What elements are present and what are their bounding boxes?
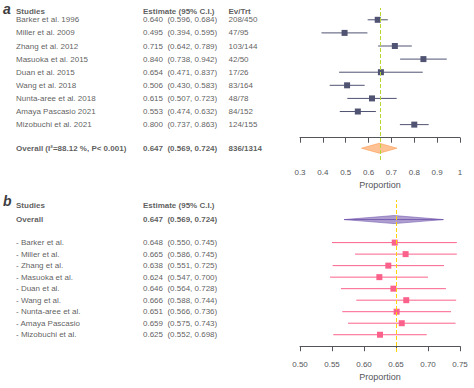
- svg-text:Barker et al. 1996: Barker et al. 1996: [16, 15, 80, 24]
- svg-text:Overall: Overall: [16, 215, 43, 224]
- svg-text:0.55: 0.55: [324, 360, 340, 369]
- svg-text:b: b: [3, 193, 12, 209]
- svg-text:48/78: 48/78: [229, 94, 250, 103]
- svg-text:0.647 (0.569, 0.724): 0.647 (0.569, 0.724): [143, 144, 218, 153]
- svg-text:836/1314: 836/1314: [229, 144, 263, 153]
- svg-text:Estimate (95% C.I.): Estimate (95% C.I.): [143, 201, 215, 210]
- svg-text:0.625 (0.552, 0.698): 0.625 (0.552, 0.698): [143, 330, 218, 339]
- svg-text:- Nunta-aree et al.: - Nunta-aree et al.: [16, 307, 80, 316]
- svg-text:0.666 (0.588, 0.744): 0.666 (0.588, 0.744): [143, 296, 218, 305]
- svg-text:0.65: 0.65: [388, 360, 404, 369]
- svg-text:- Barker et al.: - Barker et al.: [16, 238, 64, 247]
- svg-text:Miller et al. 2009: Miller et al. 2009: [16, 28, 75, 37]
- svg-text:- Masuoka et al.: - Masuoka et al.: [16, 273, 73, 282]
- svg-text:0.665 (0.586, 0.745): 0.665 (0.586, 0.745): [143, 250, 218, 259]
- svg-text:- Miller et al.: - Miller et al.: [16, 250, 60, 259]
- svg-text:0.8: 0.8: [409, 168, 421, 177]
- svg-text:0.624 (0.547, 0.700): 0.624 (0.547, 0.700): [143, 273, 218, 282]
- svg-text:Studies: Studies: [16, 201, 45, 210]
- svg-text:- Zhang et al.: - Zhang et al.: [16, 261, 63, 270]
- svg-text:0.50: 0.50: [292, 360, 308, 369]
- svg-text:0.651 (0.566, 0.736): 0.651 (0.566, 0.736): [143, 307, 218, 316]
- svg-text:0.640 (0.596, 0.684): 0.640 (0.596, 0.684): [143, 15, 218, 24]
- svg-text:42/50: 42/50: [229, 55, 250, 64]
- svg-text:0.3: 0.3: [294, 168, 306, 177]
- svg-text:Amaya Pascasio 2021: Amaya Pascasio 2021: [16, 107, 96, 116]
- svg-text:0.654 (0.471, 0.837): 0.654 (0.471, 0.837): [143, 68, 218, 77]
- svg-text:0.75: 0.75: [452, 360, 468, 369]
- svg-text:Ev/Trt: Ev/Trt: [228, 7, 251, 17]
- svg-text:0.5: 0.5: [340, 168, 352, 177]
- svg-text:Studies: Studies: [16, 7, 45, 17]
- svg-text:Proportion: Proportion: [359, 372, 401, 382]
- svg-text:84/152: 84/152: [229, 107, 254, 116]
- svg-text:Estimate (95% C.I.): Estimate (95% C.I.): [143, 7, 215, 17]
- svg-text:124/155: 124/155: [229, 120, 258, 129]
- svg-text:0.9: 0.9: [432, 168, 444, 177]
- svg-text:a: a: [3, 1, 11, 17]
- svg-text:- Duan et al.: - Duan et al.: [16, 284, 60, 293]
- svg-text:83/164: 83/164: [229, 81, 254, 90]
- svg-text:0.800 (0.737, 0.863): 0.800 (0.737, 0.863): [143, 120, 218, 129]
- svg-text:- Mizobuchi et al.: - Mizobuchi et al.: [16, 330, 76, 339]
- svg-text:0.506 (0.430, 0.583): 0.506 (0.430, 0.583): [143, 81, 218, 90]
- svg-text:Overall (I²=88.12 %, P< 0.001): Overall (I²=88.12 %, P< 0.001): [16, 144, 127, 153]
- svg-text:17/26: 17/26: [229, 68, 250, 77]
- svg-text:1: 1: [458, 168, 463, 177]
- svg-text:Nunta-aree et al. 2018: Nunta-aree et al. 2018: [16, 94, 96, 103]
- svg-text:47/95: 47/95: [229, 28, 250, 37]
- svg-text:0.7: 0.7: [386, 168, 398, 177]
- svg-text:0.648 (0.550, 0.745): 0.648 (0.550, 0.745): [143, 238, 218, 247]
- svg-text:Zhang et al. 2012: Zhang et al. 2012: [16, 42, 79, 51]
- svg-text:0.715 (0.642, 0.789): 0.715 (0.642, 0.789): [143, 42, 218, 51]
- svg-text:0.646 (0.564, 0.728): 0.646 (0.564, 0.728): [143, 284, 218, 293]
- svg-text:0.553 (0.474, 0.632): 0.553 (0.474, 0.632): [143, 107, 218, 116]
- svg-text:0.60: 0.60: [356, 360, 372, 369]
- svg-text:103/144: 103/144: [229, 42, 258, 51]
- svg-text:0.4: 0.4: [317, 168, 329, 177]
- svg-text:0.638 (0.551, 0.725): 0.638 (0.551, 0.725): [143, 261, 218, 270]
- svg-text:0.70: 0.70: [420, 360, 436, 369]
- svg-text:0.647 (0.569, 0.724): 0.647 (0.569, 0.724): [143, 215, 218, 224]
- svg-text:0.659 (0.575, 0.743): 0.659 (0.575, 0.743): [143, 319, 218, 328]
- svg-text:208/450: 208/450: [229, 15, 258, 24]
- svg-text:Wang et al. 2018: Wang et al. 2018: [16, 81, 77, 90]
- svg-text:0.615 (0.507, 0.723): 0.615 (0.507, 0.723): [143, 94, 218, 103]
- svg-text:0.495 (0.394, 0.595): 0.495 (0.394, 0.595): [143, 28, 218, 37]
- svg-text:0.840 (0.738, 0.942): 0.840 (0.738, 0.942): [143, 55, 218, 64]
- svg-text:0.6: 0.6: [363, 168, 375, 177]
- svg-text:Proportion: Proportion: [359, 180, 401, 190]
- svg-text:Masuoka et al. 2015: Masuoka et al. 2015: [16, 55, 89, 64]
- svg-text:- Wang et al.: - Wang et al.: [16, 296, 61, 305]
- svg-text:Mizobuchi et al. 2021: Mizobuchi et al. 2021: [16, 120, 92, 129]
- svg-text:Duan et al. 2015: Duan et al. 2015: [16, 68, 75, 77]
- svg-text:- Amaya Pascasio: - Amaya Pascasio: [16, 319, 81, 328]
